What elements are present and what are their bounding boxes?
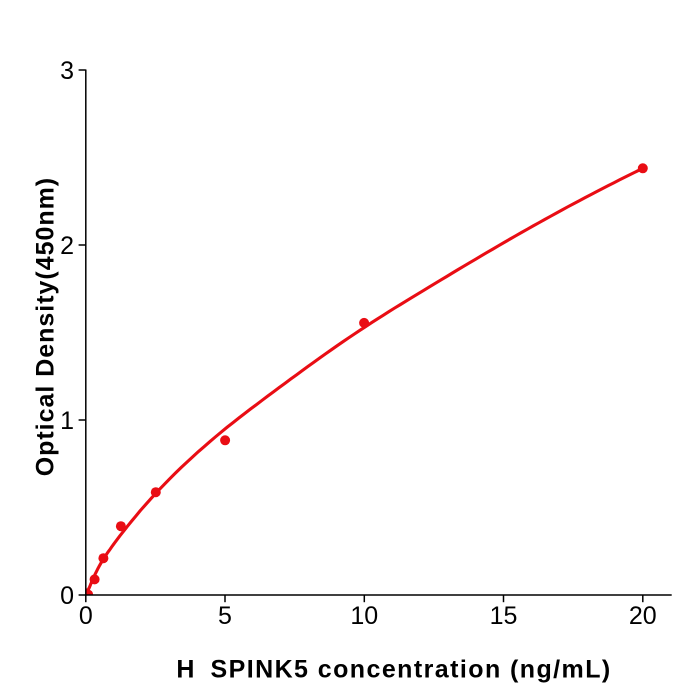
- svg-text:H: H: [176, 656, 194, 684]
- svg-text:20: 20: [629, 602, 657, 630]
- svg-text:SPINK5 concentration (ng/mL): SPINK5 concentration (ng/mL): [211, 656, 612, 684]
- svg-text:2: 2: [60, 232, 74, 260]
- svg-text:1: 1: [60, 407, 74, 435]
- svg-text:Optical Density(450nm): Optical Density(450nm): [31, 177, 59, 476]
- svg-text:10: 10: [350, 602, 378, 630]
- svg-text:0: 0: [79, 602, 93, 630]
- svg-text:5: 5: [218, 602, 232, 630]
- svg-text:15: 15: [490, 602, 518, 630]
- svg-text:3: 3: [60, 57, 74, 85]
- svg-text:0: 0: [60, 582, 74, 610]
